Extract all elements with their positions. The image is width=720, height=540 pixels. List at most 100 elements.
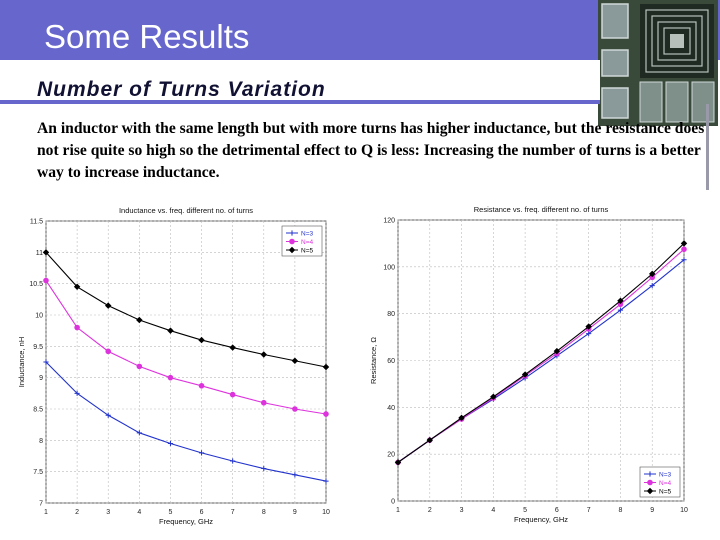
legend-entry: N=5 <box>301 247 313 254</box>
data-point <box>229 344 236 351</box>
y-axis-label: Resistance, Ω <box>369 337 378 384</box>
x-tick-label: 4 <box>137 509 141 516</box>
x-tick-label: 3 <box>106 509 110 516</box>
legend-marker <box>288 246 296 254</box>
y-tick-label: 10 <box>35 313 43 320</box>
chart-title: Resistance vs. freq. different no. of tu… <box>474 205 609 214</box>
data-point <box>291 357 299 364</box>
x-tick-label: 4 <box>491 507 495 514</box>
data-point <box>167 374 174 381</box>
legend-marker <box>647 479 653 486</box>
data-point <box>43 277 49 284</box>
x-tick-label: 2 <box>75 509 79 516</box>
data-point <box>198 450 205 456</box>
data-point <box>322 363 330 371</box>
y-tick-label: 60 <box>387 358 395 365</box>
y-tick-label: 8.5 <box>33 407 43 414</box>
data-point <box>521 371 529 378</box>
slide-subtitle: Number of Turns Variation <box>37 78 326 101</box>
data-point <box>74 390 80 396</box>
series-line <box>45 251 327 368</box>
data-point <box>585 323 592 330</box>
x-tick-label: 8 <box>618 507 622 514</box>
data-point <box>394 459 402 466</box>
data-point <box>198 383 205 389</box>
y-tick-label: 9.5 <box>33 344 43 351</box>
slide-title: Some Results <box>44 18 250 55</box>
legend-entry: N=3 <box>301 230 313 237</box>
chip-photo <box>598 0 718 126</box>
chart-title: Inductance vs. freq. different no. of tu… <box>119 206 253 215</box>
data-point <box>681 257 687 263</box>
y-tick-label: 10.5 <box>29 281 43 288</box>
plot-area <box>45 220 327 504</box>
data-point <box>261 465 267 472</box>
right-divider <box>706 104 709 190</box>
x-tick-label: 7 <box>587 507 591 514</box>
x-tick-label: 8 <box>262 509 266 516</box>
legend-marker <box>646 487 654 495</box>
divider <box>0 100 600 104</box>
data-point <box>680 240 688 247</box>
y-tick-label: 7.5 <box>33 469 43 476</box>
x-axis-label: Frequency, GHz <box>159 517 213 526</box>
data-point <box>323 478 329 484</box>
data-point <box>43 359 49 365</box>
x-tick-label: 1 <box>396 507 400 514</box>
data-point <box>292 472 298 478</box>
y-tick-label: 20 <box>387 452 395 459</box>
y-tick-label: 7 <box>39 501 43 508</box>
y-tick-label: 11.5 <box>30 219 43 226</box>
data-point <box>136 316 143 324</box>
resistance-chart: 1 2 3 4 5 6 7 8 9 10 0 20 40 60 80 100 120 Resistance vs.… <box>355 200 720 530</box>
legend-marker <box>647 471 653 477</box>
data-point <box>323 411 329 417</box>
subtitle-bar <box>0 60 600 100</box>
legend-entry: N=4 <box>301 239 313 246</box>
x-tick-label: 5 <box>168 509 172 516</box>
data-point <box>136 363 143 370</box>
data-point <box>230 458 236 464</box>
y-tick-label: 120 <box>383 218 395 225</box>
data-point <box>553 347 561 355</box>
data-point <box>136 430 142 436</box>
y-tick-label: 0 <box>391 499 395 506</box>
data-point <box>586 330 592 337</box>
y-axis-label: Inductance, nH <box>17 337 26 387</box>
data-point <box>105 412 111 418</box>
y-tick-label: 11 <box>36 250 43 257</box>
legend-marker <box>289 238 295 245</box>
y-tick-label: 8 <box>39 438 43 445</box>
inductance-chart: 1 2 3 4 5 6 7 8 9 10 7 7.5 8 8.5 9 9.5 10 10.5 11 11.5 Induc… <box>0 200 350 530</box>
data-point <box>167 327 174 334</box>
data-point <box>42 249 50 256</box>
legend-marker <box>289 230 295 236</box>
x-tick-label: 6 <box>555 507 559 514</box>
data-point <box>617 307 624 313</box>
x-axis-label: Frequency, GHz <box>514 515 568 524</box>
data-point <box>74 324 80 331</box>
x-tick-label: 1 <box>44 509 48 516</box>
x-tick-label: 9 <box>293 509 297 516</box>
data-point <box>260 351 268 358</box>
data-point <box>292 406 298 412</box>
data-point <box>490 393 497 401</box>
series-line <box>45 280 327 415</box>
x-tick-label: 10 <box>322 509 330 516</box>
y-tick-label: 80 <box>387 311 395 318</box>
y-tick-label: 9 <box>39 375 43 382</box>
y-tick-label: 40 <box>387 405 395 412</box>
body-text: An inductor with the same length but wit… <box>37 120 705 181</box>
x-tick-label: 10 <box>680 507 688 514</box>
plot-area <box>397 219 685 502</box>
legend-box <box>639 466 681 498</box>
legend-entry: N=4 <box>659 480 671 487</box>
x-tick-label: 5 <box>523 507 527 514</box>
x-tick-label: 3 <box>460 507 464 514</box>
data-point <box>426 436 434 444</box>
data-point <box>260 399 267 406</box>
x-tick-label: 7 <box>231 509 235 516</box>
data-point <box>198 336 205 344</box>
y-tick-label: 100 <box>383 264 395 271</box>
